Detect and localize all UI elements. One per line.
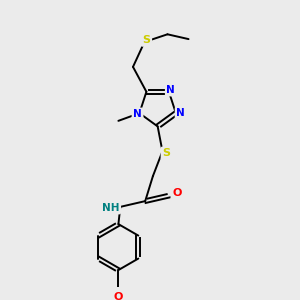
Text: NH: NH xyxy=(102,203,119,213)
Text: N: N xyxy=(176,108,185,118)
Text: O: O xyxy=(114,292,123,300)
Text: S: S xyxy=(162,148,170,158)
Text: O: O xyxy=(172,188,182,198)
Text: N: N xyxy=(133,109,142,119)
Text: N: N xyxy=(167,85,175,95)
Text: S: S xyxy=(142,35,150,45)
